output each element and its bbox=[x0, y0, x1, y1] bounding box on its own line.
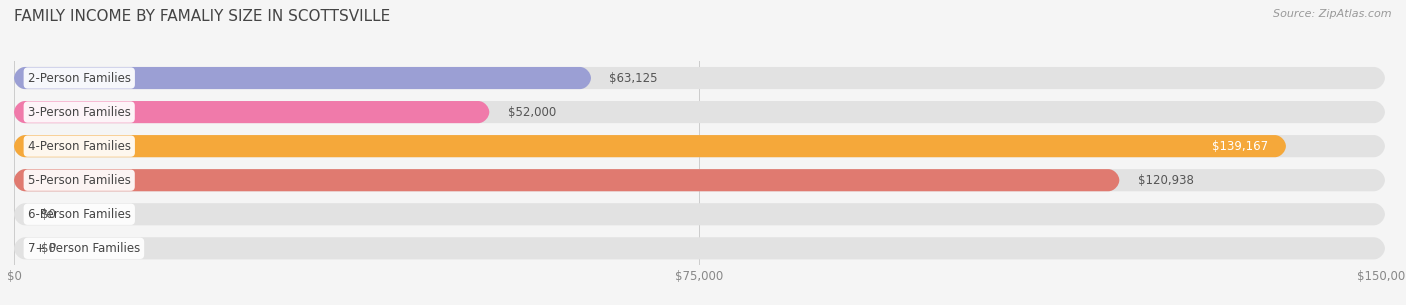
Text: 6-Person Families: 6-Person Families bbox=[28, 208, 131, 221]
Text: $63,125: $63,125 bbox=[609, 72, 658, 84]
Text: 5-Person Families: 5-Person Families bbox=[28, 174, 131, 187]
PathPatch shape bbox=[14, 135, 1385, 157]
PathPatch shape bbox=[14, 101, 489, 123]
Text: $52,000: $52,000 bbox=[508, 106, 555, 119]
Text: 7+ Person Families: 7+ Person Families bbox=[28, 242, 141, 255]
Text: $0: $0 bbox=[42, 242, 56, 255]
Text: FAMILY INCOME BY FAMALIY SIZE IN SCOTTSVILLE: FAMILY INCOME BY FAMALIY SIZE IN SCOTTSV… bbox=[14, 9, 391, 24]
Text: $139,167: $139,167 bbox=[1212, 140, 1268, 152]
PathPatch shape bbox=[14, 169, 1119, 191]
PathPatch shape bbox=[14, 67, 1385, 89]
Text: Source: ZipAtlas.com: Source: ZipAtlas.com bbox=[1274, 9, 1392, 19]
Text: 3-Person Families: 3-Person Families bbox=[28, 106, 131, 119]
PathPatch shape bbox=[14, 67, 591, 89]
PathPatch shape bbox=[14, 169, 1385, 191]
Text: 4-Person Families: 4-Person Families bbox=[28, 140, 131, 152]
PathPatch shape bbox=[14, 101, 1385, 123]
PathPatch shape bbox=[14, 237, 1385, 259]
PathPatch shape bbox=[14, 203, 1385, 225]
Text: $120,938: $120,938 bbox=[1137, 174, 1194, 187]
PathPatch shape bbox=[14, 135, 1286, 157]
Text: 2-Person Families: 2-Person Families bbox=[28, 72, 131, 84]
Text: $0: $0 bbox=[42, 208, 56, 221]
